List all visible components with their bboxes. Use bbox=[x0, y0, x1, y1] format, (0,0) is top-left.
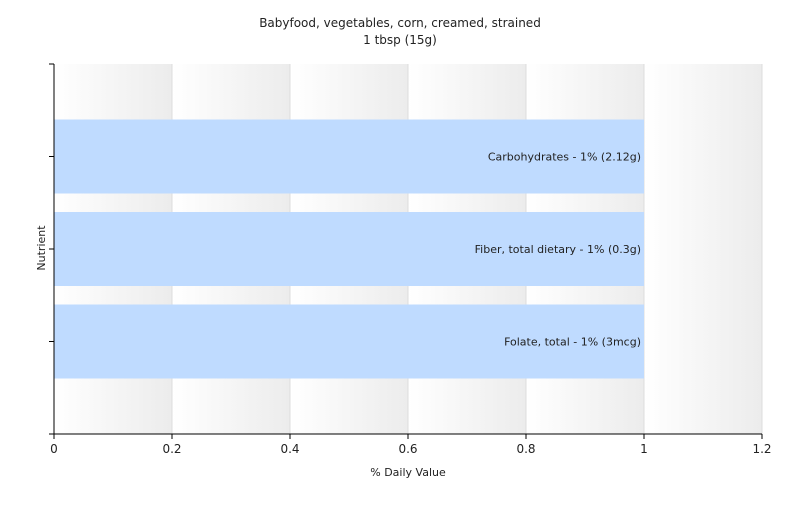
x-tick-label: 1 bbox=[640, 442, 648, 456]
chart-title: Babyfood, vegetables, corn, creamed, str… bbox=[259, 16, 541, 30]
bar-label: Carbohydrates - 1% (2.12g) bbox=[488, 151, 641, 164]
bar-label: Fiber, total dietary - 1% (0.3g) bbox=[475, 243, 641, 256]
bar bbox=[54, 304, 644, 379]
plot-band bbox=[644, 64, 762, 434]
bar bbox=[54, 119, 644, 194]
x-tick-label: 0.8 bbox=[516, 442, 535, 456]
axes bbox=[49, 63, 763, 439]
bar-label: Folate, total - 1% (3mcg) bbox=[504, 336, 641, 349]
x-axis-label: % Daily Value bbox=[370, 466, 446, 479]
chart-subtitle: 1 tbsp (15g) bbox=[363, 33, 437, 47]
x-tick-label: 0.6 bbox=[398, 442, 417, 456]
y-axis-label: Nutrient bbox=[35, 225, 48, 271]
x-tick-label: 0 bbox=[50, 442, 58, 456]
bar bbox=[54, 212, 644, 286]
x-tick-label: 0.2 bbox=[162, 442, 181, 456]
x-tick-label: 0.4 bbox=[280, 442, 299, 456]
x-tick-label: 1.2 bbox=[752, 442, 771, 456]
tick-labels: 0 0.2 0.4 0.6 0.8 1 1.2 bbox=[50, 442, 771, 456]
bars: Carbohydrates - 1% (2.12g) Fiber, total d… bbox=[54, 119, 644, 379]
